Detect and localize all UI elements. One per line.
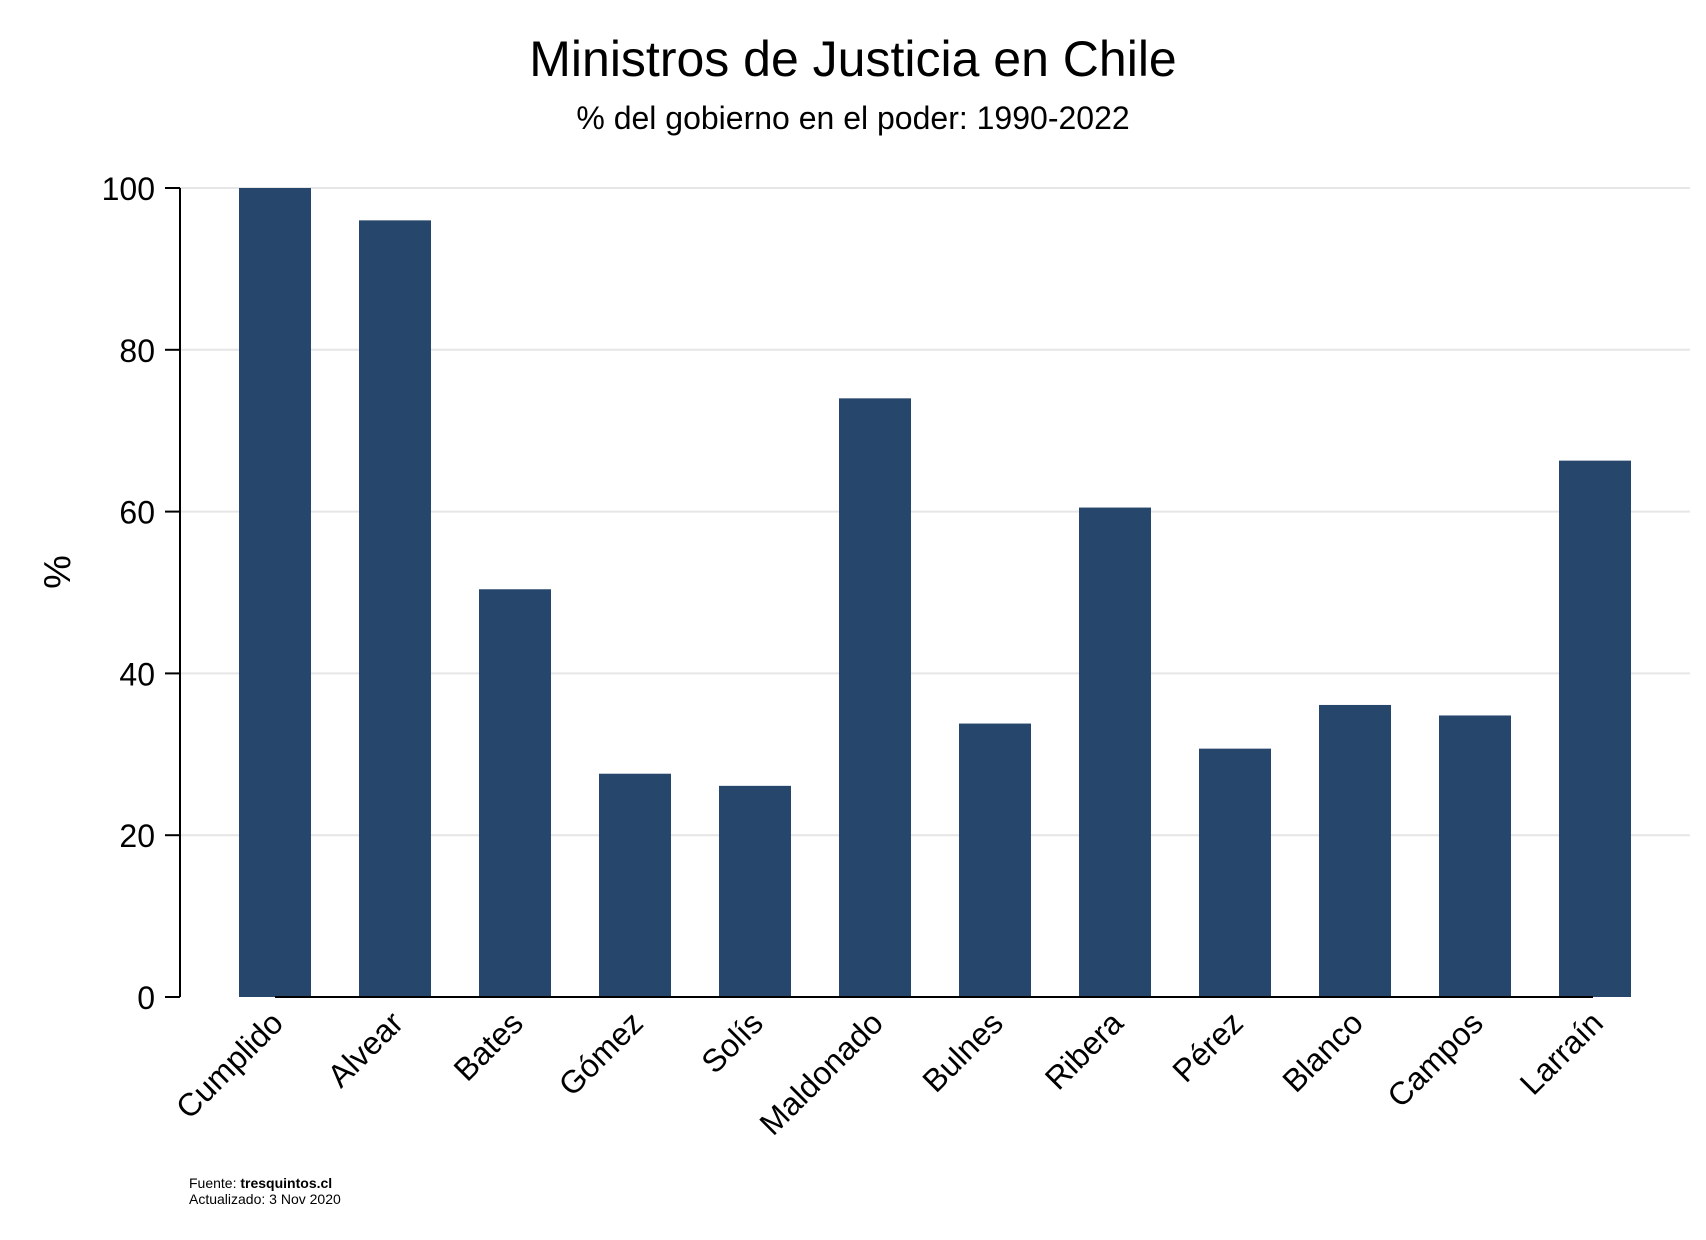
source-value: tresquintos.cl — [240, 1175, 333, 1191]
x-tick-label: Cumplido — [169, 1004, 290, 1125]
footer: Fuente: tresquintos.cl Actualizado: 3 No… — [189, 1175, 341, 1207]
bar-0 — [239, 188, 311, 997]
bar-8 — [1199, 748, 1271, 997]
bar-1 — [359, 220, 431, 998]
y-tick-label: 100 — [102, 171, 155, 207]
source-line: Fuente: tresquintos.cl — [189, 1175, 341, 1191]
y-tick-label: 20 — [119, 818, 155, 854]
y-tick-label: 60 — [119, 495, 155, 531]
bar-11 — [1559, 460, 1631, 997]
x-tick-label: Bulnes — [915, 1004, 1010, 1099]
updated-value: 3 Nov 2020 — [269, 1191, 341, 1207]
source-label: Fuente: — [189, 1175, 237, 1191]
updated-line: Actualizado: 3 Nov 2020 — [189, 1191, 341, 1207]
y-tick-label: 0 — [137, 980, 155, 1016]
x-tick-label: Alvear — [320, 1004, 410, 1094]
bar-4 — [719, 785, 791, 997]
x-tick-label: Bates — [447, 1004, 530, 1087]
y-tick-label: 80 — [119, 333, 155, 369]
bar-2 — [479, 589, 551, 997]
bar-6 — [959, 723, 1031, 997]
updated-label: Actualizado: — [189, 1191, 266, 1207]
bars — [239, 188, 1631, 998]
y-tick-label: 40 — [119, 656, 155, 692]
x-tick-label: Blanco — [1275, 1004, 1370, 1099]
x-tick-label: Pérez — [1165, 1004, 1250, 1089]
x-tick-label: Solís — [694, 1004, 770, 1080]
bar-9 — [1319, 704, 1391, 997]
y-ticks: 0 20 40 60 80 100 — [102, 171, 180, 1016]
bar-7 — [1079, 507, 1151, 997]
chart-subtitle: % del gobierno en el poder: 1990-2022 — [576, 100, 1130, 136]
bar-3 — [599, 773, 671, 997]
gridlines — [180, 187, 1690, 837]
y-axis-label: % — [37, 555, 79, 589]
x-tick-label: Maldonado — [753, 1004, 890, 1141]
bar-5 — [839, 398, 911, 998]
x-tick-label: Ribera — [1038, 1004, 1130, 1096]
x-tick-label: Campos — [1380, 1004, 1490, 1114]
x-tick-label: Larraín — [1513, 1004, 1610, 1101]
x-tick-label: Gómez — [552, 1004, 650, 1102]
chart-title: Ministros de Justicia en Chile — [529, 31, 1177, 87]
bar-10 — [1439, 715, 1511, 997]
axes — [179, 188, 1593, 998]
